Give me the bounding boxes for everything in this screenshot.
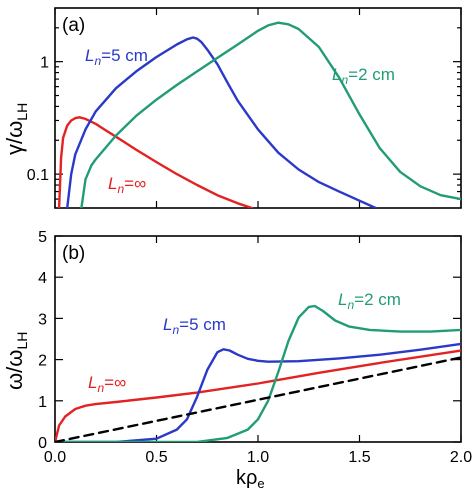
panel-a-series-inf — [57, 116, 254, 208]
panel-b-series-2cm — [55, 304, 461, 442]
panel-b-ytick-label: 4 — [38, 270, 47, 287]
panel-b-ytick-label: 2 — [38, 353, 47, 370]
panel-b-x-label-main: kρ — [236, 467, 257, 489]
label-b-inf-sub: n — [97, 381, 104, 395]
label-a-inf-rest: =∞ — [124, 174, 146, 193]
label-a-2cm-sub: n — [341, 73, 348, 87]
label-b-5cm-l: L — [163, 315, 172, 334]
panel-a-y-label-sub: LH — [14, 103, 30, 121]
label-a-5cm: Ln=5 cm — [85, 46, 148, 68]
label-a-2cm: Ln=2 cm — [332, 65, 395, 87]
panel-b-xtick-label: 1.0 — [247, 449, 269, 466]
panel-b-y-label-main: ω/ω — [2, 350, 27, 390]
label-b-5cm-rest: =5 cm — [179, 315, 226, 334]
panel-a-series-2cm — [80, 21, 461, 208]
panel-b-y-label-sub: LH — [14, 332, 30, 350]
panel-b-xtick-label: 2.0 — [450, 449, 472, 466]
panel-a-series-5cm — [66, 36, 377, 208]
label-b-2cm-sub: n — [347, 298, 354, 312]
panel-a-tag: (a) — [62, 15, 85, 36]
label-a-2cm-l: L — [332, 65, 341, 84]
panel-b-tag: (b) — [62, 243, 85, 264]
label-a-inf: Ln=∞ — [108, 174, 146, 196]
label-b-2cm: Ln=2 cm — [338, 290, 401, 312]
panel-b-frame — [54, 235, 462, 443]
panel-a-y-label-main: γ/ω — [2, 121, 27, 155]
label-a-inf-l: L — [108, 174, 117, 193]
panel-b-series-dashed — [55, 356, 461, 442]
panel-b-x-label: kρe — [236, 467, 265, 491]
panel-b-x-label-sub: e — [257, 476, 264, 491]
label-b-inf: Ln=∞ — [88, 373, 126, 395]
panel-b-ytick-label: 5 — [38, 229, 47, 246]
label-a-5cm-l: L — [85, 46, 94, 65]
panel-a-ytick-label: 0.1 — [27, 167, 49, 184]
panel-a: (a) 0.11 γ/ωLH Ln=5 cm Ln=2 cm Ln=∞ — [2, 7, 462, 209]
panel-a-ticks: 0.11 — [27, 8, 462, 208]
label-b-5cm-sub: n — [172, 323, 179, 337]
panel-b-xtick-label: 0.5 — [145, 449, 167, 466]
label-b-2cm-rest: =2 cm — [354, 290, 401, 309]
panel-b-ticks: 0 1 2 3 4 5 0.0 0.5 1.0 1.5 2.0 — [38, 229, 472, 466]
panel-a-y-label: γ/ωLH — [2, 103, 30, 155]
panel-b-ytick-label: 1 — [38, 394, 47, 411]
label-b-2cm-l: L — [338, 290, 347, 309]
label-a-inf-sub: n — [117, 182, 124, 196]
label-b-5cm: Ln=5 cm — [163, 315, 226, 337]
label-a-5cm-sub: n — [94, 54, 101, 68]
panel-b-xtick-label: 1.5 — [348, 449, 370, 466]
label-b-inf-rest: =∞ — [104, 373, 126, 392]
panel-b-ytick-label: 0 — [38, 435, 47, 452]
panel-b-series-inf — [55, 349, 461, 442]
panel-b-y-label: ω/ωLH — [2, 332, 30, 390]
panel-a-ytick-label: 1 — [40, 55, 49, 72]
label-a-5cm-rest: =5 cm — [101, 46, 148, 65]
panel-b-series-5cm — [55, 342, 461, 442]
panel-b-ytick-label: 3 — [38, 311, 47, 328]
panel-b-xtick-label: 0.0 — [44, 449, 66, 466]
panel-a-series — [57, 21, 461, 208]
panel-b-series — [55, 304, 461, 442]
label-b-inf-l: L — [88, 373, 97, 392]
label-a-2cm-rest: =2 cm — [348, 65, 395, 84]
